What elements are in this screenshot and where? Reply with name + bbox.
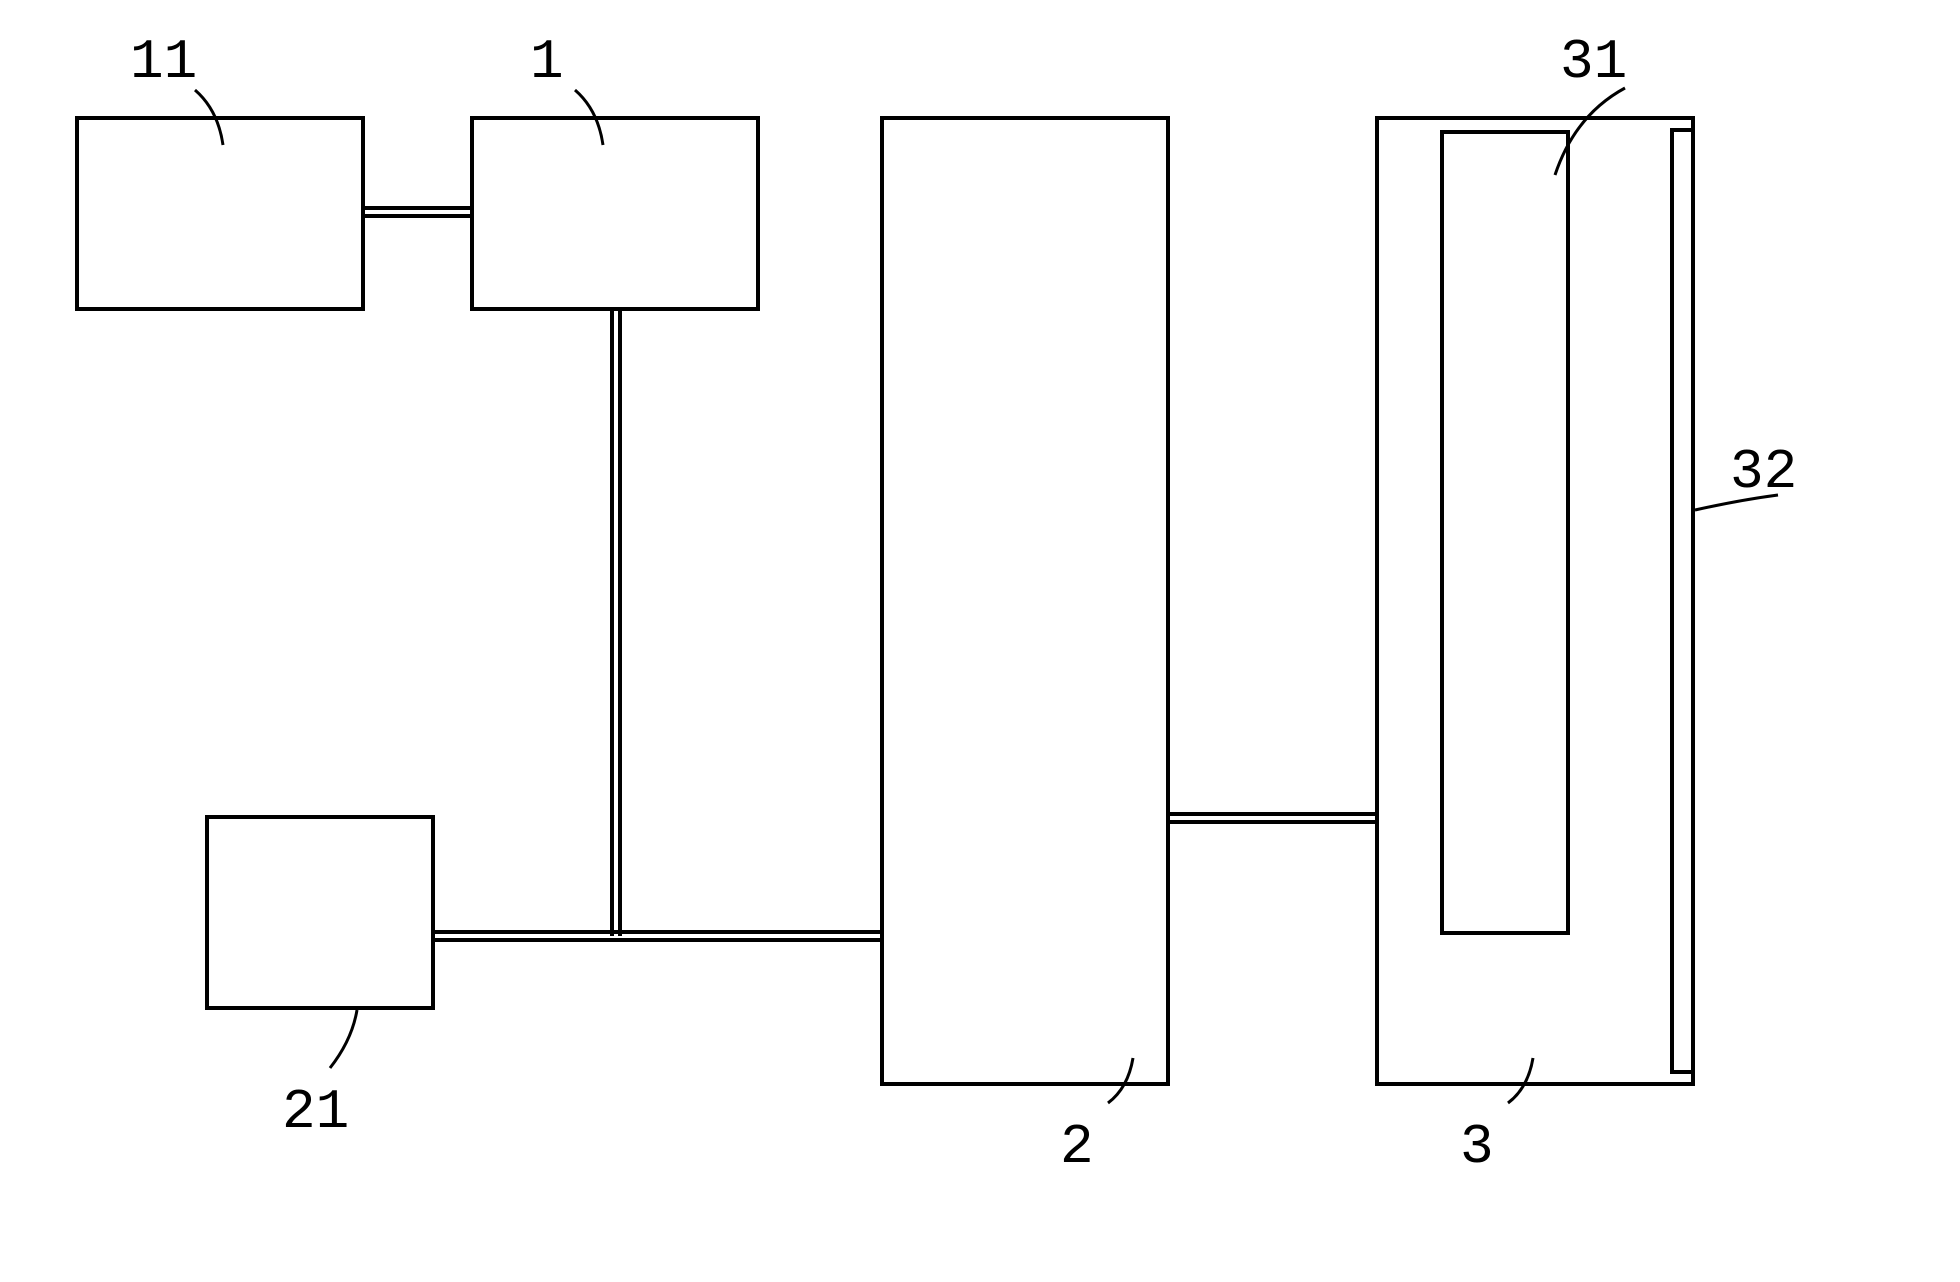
- leadline-ll21: [330, 1010, 357, 1068]
- block-21: [205, 815, 435, 1010]
- block-1: [470, 116, 760, 311]
- block-31: [1440, 130, 1570, 935]
- block-11: [75, 116, 365, 311]
- label-2: 2: [1060, 1115, 1094, 1179]
- label-3: 3: [1460, 1115, 1494, 1179]
- label-32: 32: [1730, 440, 1797, 504]
- connector-11-to-1: [365, 206, 470, 218]
- connector-1-to-2-vertical: [610, 311, 622, 936]
- label-21: 21: [282, 1080, 349, 1144]
- diagram-canvas: 11 1 21 2 3 31 32: [0, 0, 1960, 1282]
- connector-2-to-3: [1170, 812, 1375, 824]
- connector-21-to-2: [435, 930, 880, 942]
- label-1: 1: [530, 30, 564, 94]
- block-2: [880, 116, 1170, 1086]
- label-31: 31: [1560, 30, 1627, 94]
- block-32: [1670, 128, 1695, 1074]
- label-11: 11: [130, 30, 197, 94]
